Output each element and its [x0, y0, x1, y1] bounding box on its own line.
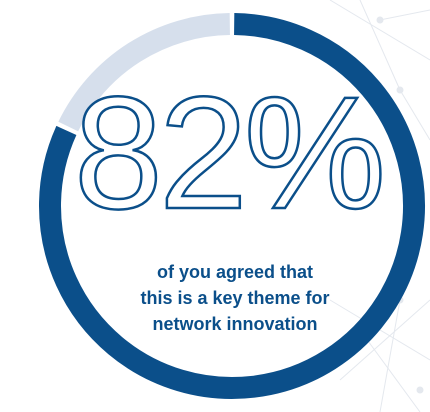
caption-line: network innovation [152, 314, 317, 334]
donut-segment [58, 13, 231, 132]
donut [39, 13, 425, 399]
donut-segment [39, 13, 425, 399]
caption-line: this is a key theme for [140, 288, 329, 308]
caption-line: of you agreed that [157, 262, 313, 282]
value-label: 82% [74, 63, 382, 242]
